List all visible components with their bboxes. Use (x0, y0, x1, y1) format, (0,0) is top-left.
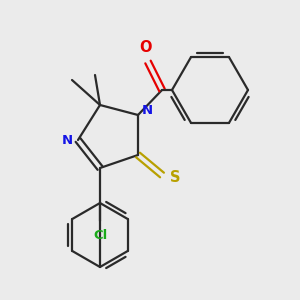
Text: S: S (170, 169, 181, 184)
Text: O: O (140, 40, 152, 55)
Text: N: N (142, 104, 153, 118)
Text: Cl: Cl (93, 229, 107, 242)
Text: N: N (62, 134, 73, 146)
